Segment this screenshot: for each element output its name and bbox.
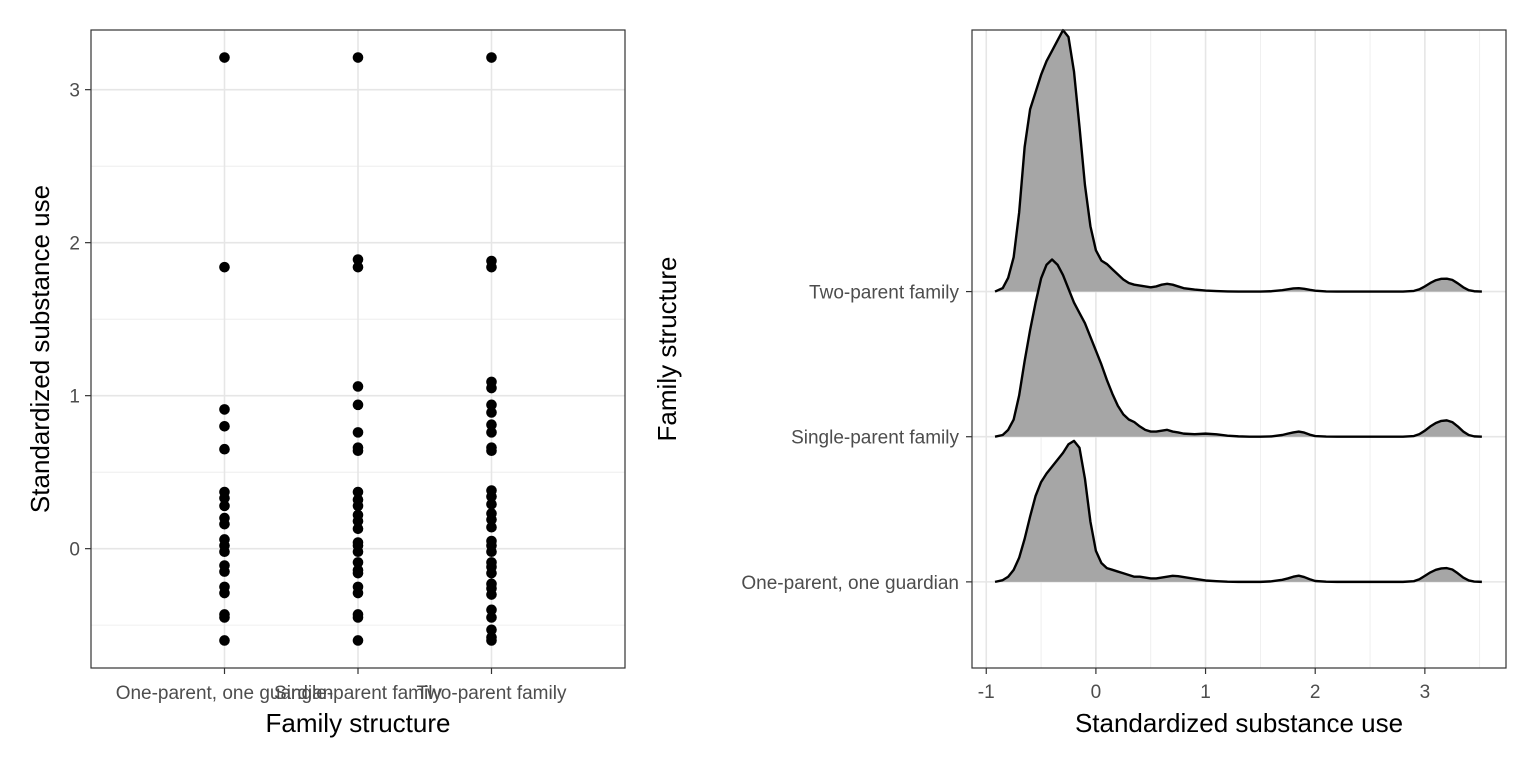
- x-tick-label: Single-parent family: [274, 683, 442, 704]
- data-point: [352, 261, 364, 273]
- data-point: [219, 546, 230, 558]
- ridgeline-y-axis: One-parent, one guardian Single-parent fa…: [741, 283, 972, 594]
- scatter-y-axis-title: Standardized substance use: [25, 185, 55, 513]
- data-point: [352, 612, 364, 623]
- data-point: [352, 381, 364, 392]
- data-point: [352, 486, 364, 498]
- x-tick-label: 0: [1091, 682, 1102, 703]
- data-point: [486, 589, 497, 600]
- ridgeline-x-axis-title: Standardized substance use: [1075, 708, 1403, 738]
- data-point: [219, 635, 230, 646]
- density-area: [995, 259, 1482, 437]
- data-point: [219, 404, 230, 415]
- data-point: [486, 546, 497, 558]
- density-area: [995, 30, 1482, 292]
- data-point: [352, 635, 364, 646]
- data-point: [486, 261, 497, 273]
- data-point: [352, 445, 364, 457]
- x-tick-label: One-parent, one guardian: [116, 683, 334, 704]
- data-point: [486, 419, 497, 431]
- y-tick-label: Single-parent family: [791, 428, 959, 449]
- data-point: [219, 587, 230, 599]
- scatter-x-axis-title: Family structure: [266, 708, 451, 738]
- data-point: [352, 500, 364, 512]
- data-point: [352, 567, 364, 579]
- density-line: [994, 258, 1482, 438]
- density-line: [994, 28, 1482, 293]
- scatter-panel: 0 1 2 3 One-parent, one guardianSingle-pare…: [25, 29, 626, 738]
- y-tick-label: 0: [69, 540, 80, 561]
- data-point: [219, 443, 230, 455]
- data-point: [352, 546, 364, 558]
- data-point: [486, 445, 497, 457]
- y-tick-label: 1: [69, 387, 80, 408]
- x-tick-label: 1: [1200, 682, 1211, 703]
- data-point: [352, 52, 364, 63]
- data-point: [352, 515, 364, 527]
- data-point: [486, 635, 497, 646]
- data-point: [486, 407, 497, 418]
- ridgeline-y-axis-title: Family structure: [652, 257, 682, 442]
- density-area: [995, 440, 1482, 582]
- data-point: [219, 612, 230, 623]
- data-point: [486, 604, 497, 616]
- x-tick-label: 3: [1420, 682, 1431, 703]
- data-point: [352, 587, 364, 599]
- data-point: [486, 514, 497, 525]
- y-tick-label: 3: [69, 81, 80, 102]
- y-tick-label: Two-parent family: [809, 283, 959, 304]
- data-point: [219, 52, 230, 63]
- data-point: [219, 566, 230, 577]
- data-point: [352, 523, 364, 535]
- scatter-points: [219, 52, 497, 646]
- data-point: [486, 624, 497, 636]
- data-point: [486, 498, 497, 510]
- x-tick-label: 2: [1310, 682, 1321, 703]
- x-tick-label: -1: [978, 682, 995, 703]
- data-point: [219, 420, 230, 432]
- data-point: [219, 261, 230, 273]
- data-point: [486, 612, 497, 623]
- data-point: [352, 427, 364, 438]
- scatter-y-axis: 0 1 2 3: [69, 81, 91, 561]
- data-point: [486, 521, 497, 533]
- data-point: [219, 492, 230, 504]
- data-point: [219, 500, 230, 512]
- data-point: [486, 382, 497, 394]
- data-point: [486, 52, 497, 63]
- data-point: [486, 399, 497, 411]
- density-line: [994, 439, 1482, 584]
- ridgeline-densities: [994, 28, 1482, 584]
- ridgeline-panel-border: [971, 29, 1507, 669]
- y-tick-label: One-parent, one guardian: [741, 573, 959, 594]
- y-tick-label: 2: [69, 234, 80, 255]
- data-point: [219, 518, 230, 530]
- data-point: [486, 427, 497, 438]
- data-point: [352, 399, 364, 411]
- data-point: [486, 567, 497, 579]
- data-point: [486, 491, 497, 502]
- ridgeline-panel: One-parent, one guardian Single-parent fa…: [652, 28, 1507, 738]
- ridgeline-x-axis: -1 0 1 2 3: [978, 668, 1430, 703]
- x-tick-label: Two-parent family: [417, 683, 567, 704]
- data-point: [352, 254, 364, 265]
- data-point: [352, 557, 364, 568]
